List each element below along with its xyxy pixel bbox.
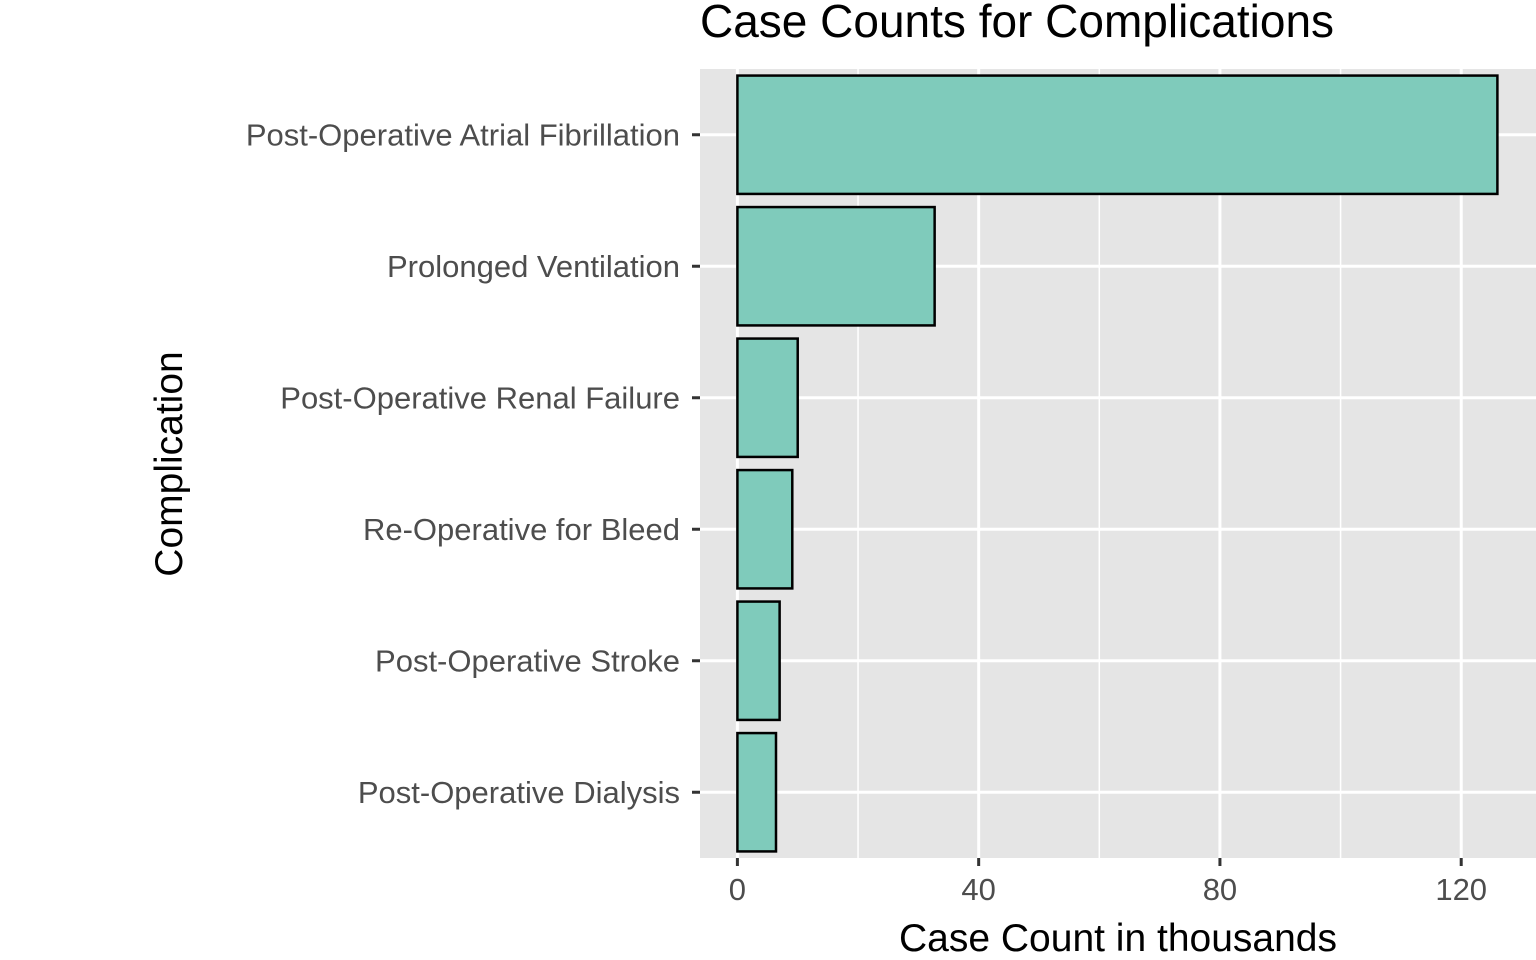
y-tick-label: Post-Operative Dialysis <box>358 775 680 810</box>
x-axis-ticks <box>735 858 1463 866</box>
bars <box>736 74 1499 853</box>
bar <box>736 74 1499 196</box>
chart-title: Case Counts for Complications <box>700 0 1334 47</box>
bar <box>736 600 781 722</box>
bar <box>736 337 799 459</box>
bar <box>736 468 794 590</box>
y-tick-label: Post-Operative Renal Failure <box>280 380 680 415</box>
minor-gridlines <box>857 69 1342 858</box>
x-tick-label: 40 <box>961 872 995 907</box>
y-axis-ticks <box>692 133 700 794</box>
x-axis-title: Case Count in thousands <box>899 917 1337 960</box>
y-tick-label: Prolonged Ventilation <box>387 249 680 284</box>
x-tick-label: 80 <box>1203 872 1237 907</box>
bar <box>736 205 936 327</box>
y-tick-label: Post-Operative Stroke <box>375 643 680 678</box>
y-tick-label: Re-Operative for Bleed <box>363 512 680 547</box>
plot-panel <box>700 69 1536 858</box>
bar <box>736 731 778 853</box>
y-axis-labels: Post-Operative Atrial Fibrillation Prolon… <box>246 117 680 810</box>
x-tick-label: 120 <box>1435 872 1487 907</box>
y-tick-label: Post-Operative Atrial Fibrillation <box>246 117 680 152</box>
x-tick-label: 0 <box>729 872 746 907</box>
x-axis-labels: 0 40 80 120 <box>729 872 1487 907</box>
y-axis-title: Complication <box>148 351 191 576</box>
